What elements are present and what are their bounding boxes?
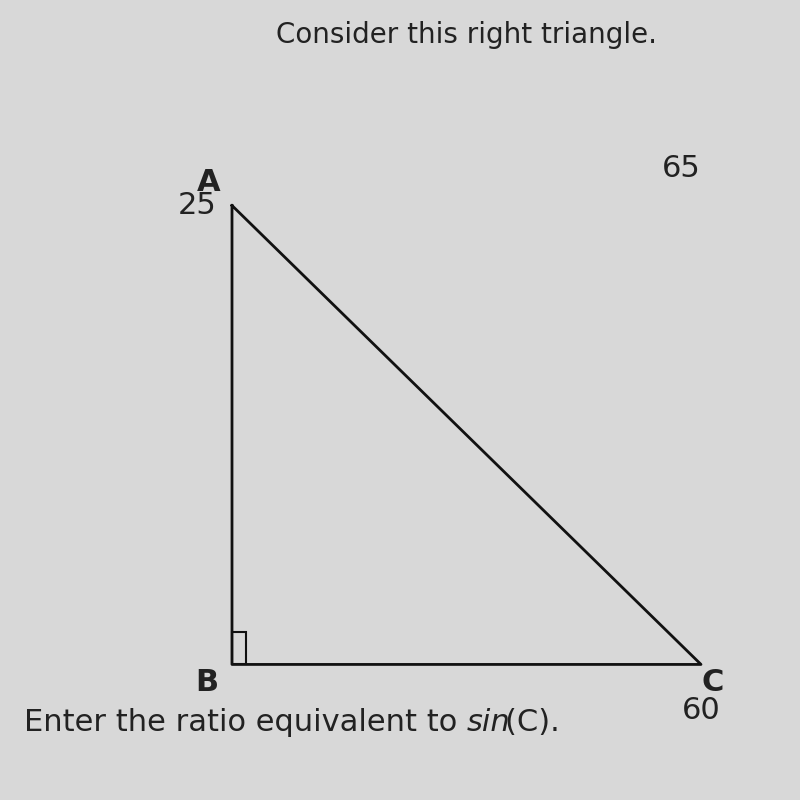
Text: A: A: [197, 168, 220, 197]
Text: (C).: (C).: [466, 708, 560, 737]
Text: sin: sin: [466, 708, 510, 737]
Title: Consider this right triangle.: Consider this right triangle.: [276, 21, 657, 49]
Text: 25: 25: [178, 191, 216, 220]
Text: Enter the ratio equivalent to: Enter the ratio equivalent to: [23, 708, 466, 737]
Text: C: C: [702, 668, 724, 698]
Text: 65: 65: [662, 154, 701, 183]
Bar: [232, 632, 246, 665]
Text: 60: 60: [682, 696, 720, 725]
Text: B: B: [195, 668, 218, 698]
